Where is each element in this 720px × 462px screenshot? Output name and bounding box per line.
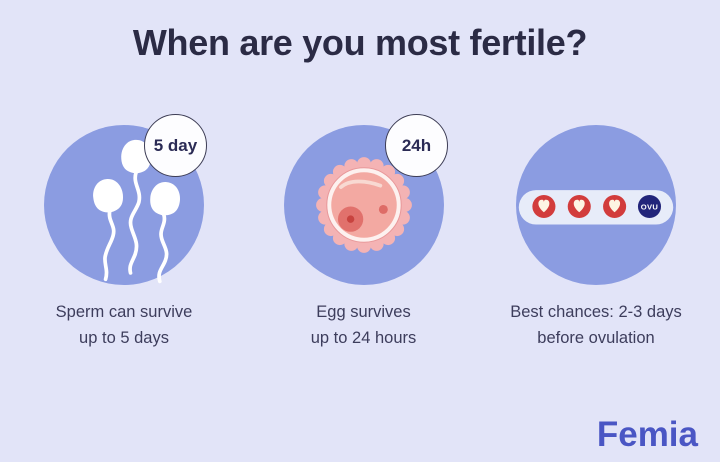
svg-text:OVU: OVU <box>641 203 659 212</box>
